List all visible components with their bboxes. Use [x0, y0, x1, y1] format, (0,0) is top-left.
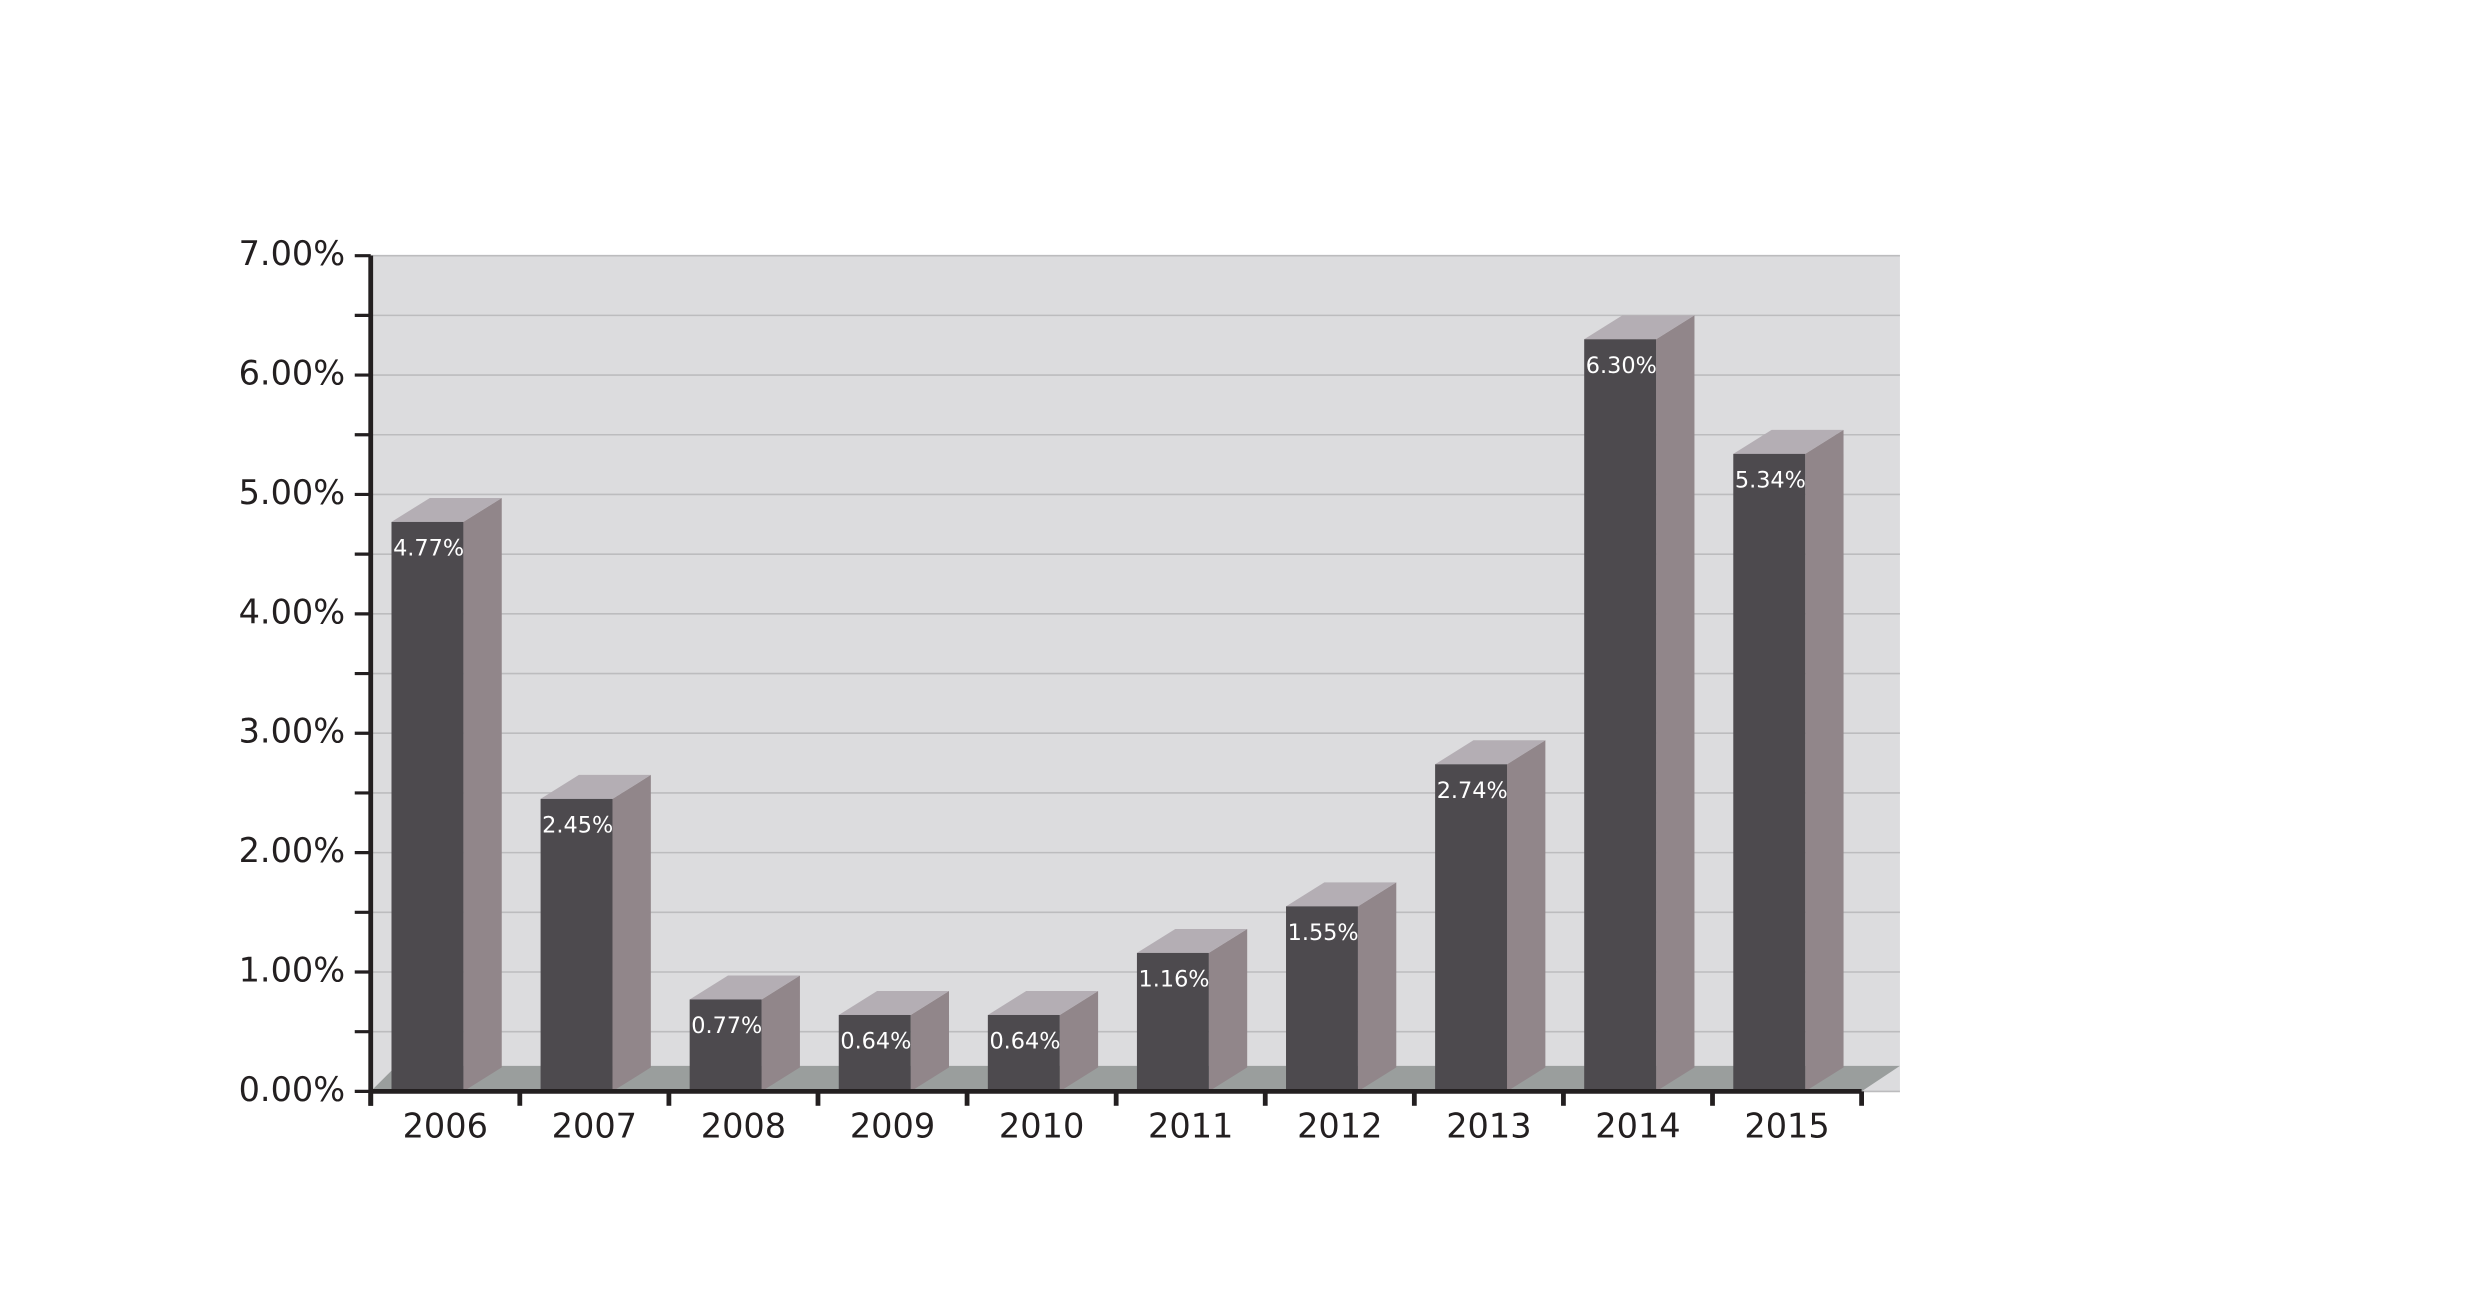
value-label: 1.16% [1139, 967, 1210, 993]
x-tick-label: 2012 [1297, 1107, 1382, 1146]
y-tick-label: 7.00% [239, 234, 346, 273]
bar-top [689, 975, 800, 1000]
bar [1286, 906, 1358, 1092]
bar [987, 1014, 1060, 1092]
bar [689, 999, 762, 1092]
y-tick-label: 5.00% [239, 473, 346, 512]
x-tick-label: 2010 [999, 1107, 1084, 1146]
x-tick-label: 2007 [552, 1107, 637, 1146]
bar [540, 798, 613, 1092]
bar-side [1059, 991, 1099, 1092]
bar-side [1656, 315, 1695, 1092]
bar [838, 1014, 911, 1092]
bar-top [838, 991, 950, 1015]
value-label: 0.77% [691, 1013, 762, 1039]
value-label: 2.45% [542, 813, 613, 839]
bar-top [987, 991, 1099, 1015]
value-label: 0.64% [989, 1029, 1060, 1055]
bars: 4.77% 2.45% 0.77% 0.64% 0.64% 1.16% 1.55% 2.74%… [391, 315, 1844, 1092]
bar [1733, 453, 1806, 1092]
value-label: 1.55% [1288, 920, 1359, 946]
bar-top [540, 774, 651, 799]
value-label: 2.74% [1437, 778, 1508, 804]
bar-side [1357, 882, 1397, 1092]
y-tick-label: 3.00% [239, 712, 346, 751]
bar-side [761, 975, 800, 1092]
bar-top [391, 497, 502, 522]
x-tick-label: 2013 [1446, 1107, 1531, 1146]
y-tick-label: 4.00% [239, 592, 346, 631]
x-tick-label: 2015 [1744, 1107, 1829, 1146]
bar-top [1733, 429, 1844, 454]
value-label: 0.64% [840, 1029, 911, 1055]
x-tick-label: 2014 [1595, 1107, 1680, 1146]
bar [1584, 339, 1657, 1092]
x-tick-label: 2011 [1148, 1107, 1233, 1146]
bar-top [1584, 315, 1695, 340]
bar-side [612, 774, 651, 1092]
x-tick-label: 2009 [850, 1107, 935, 1146]
bar-top [1435, 740, 1546, 765]
bar [1435, 764, 1508, 1092]
value-label: 4.77% [393, 536, 464, 562]
value-label: 6.30% [1586, 353, 1657, 379]
bar-side [1208, 928, 1248, 1092]
y-tick-label: 2.00% [239, 831, 346, 870]
x-tick-label: 2008 [701, 1107, 786, 1146]
y-tick-label: 1.00% [239, 951, 346, 990]
bar-side [1507, 740, 1546, 1092]
bar [391, 521, 464, 1092]
y-tick-label: 6.00% [239, 354, 346, 393]
bar-side [1805, 429, 1844, 1092]
value-label: 5.34% [1735, 468, 1806, 494]
y-tick-label: 0.00% [239, 1070, 346, 1109]
bar-top [1286, 882, 1397, 907]
bar [1136, 952, 1209, 1092]
bar-top [1136, 928, 1248, 953]
axes: 0.00% 1.00% 2.00% 3.00% 4.00% 5.00% 6.00% 7.00%… [239, 234, 1864, 1146]
bar-side [910, 991, 950, 1092]
x-tick-label: 2006 [403, 1107, 488, 1146]
bar-side [463, 497, 502, 1092]
